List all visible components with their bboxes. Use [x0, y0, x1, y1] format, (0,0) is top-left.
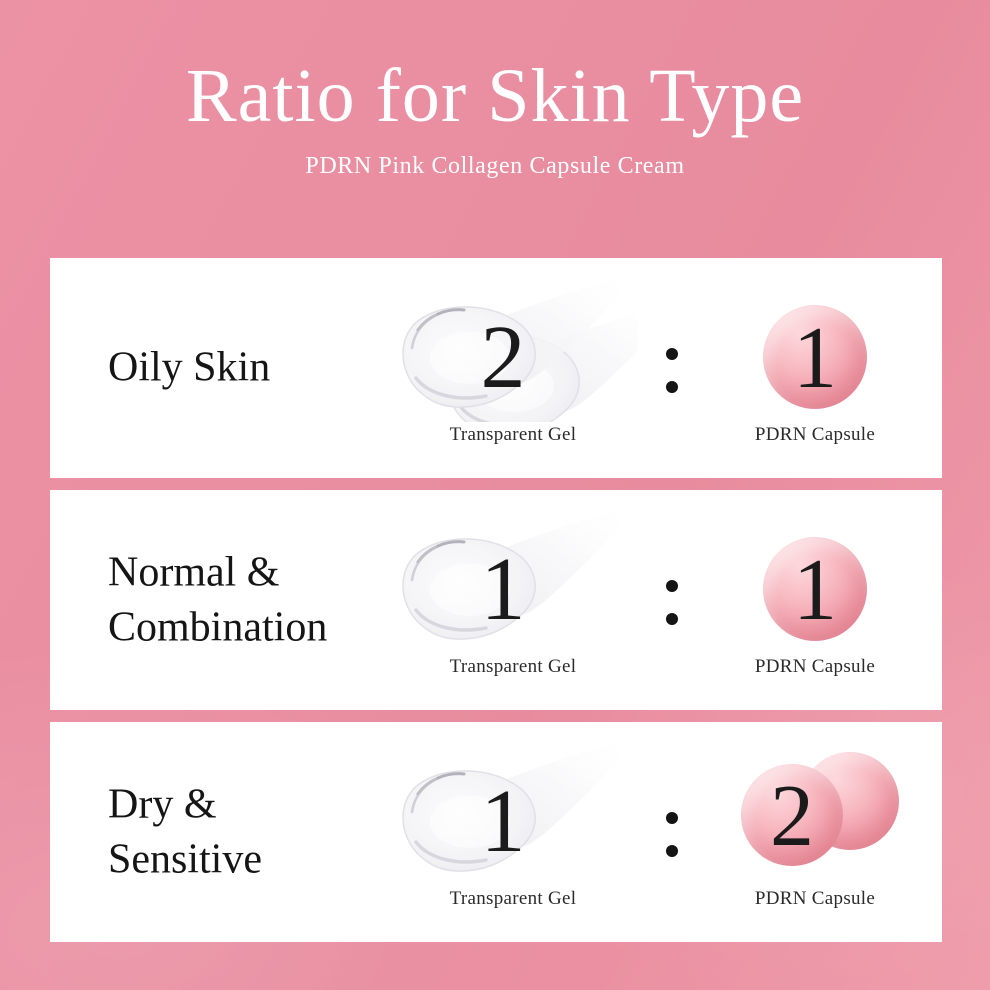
capsule-caption: PDRN Capsule — [754, 424, 876, 445]
ratio-colon: : — [666, 348, 678, 393]
ratio-colon: : — [666, 580, 678, 625]
gel-caption: Transparent Gel — [449, 656, 577, 677]
pdrn-capsule-ball: 1 — [763, 305, 867, 409]
colon-dot — [666, 812, 678, 824]
gel-caption: Transparent Gel — [449, 888, 577, 909]
gel-caption: Transparent Gel — [449, 424, 577, 445]
page-subtitle: PDRN Pink Collagen Capsule Cream — [305, 153, 685, 180]
gel-ratio-number: 1 — [480, 540, 526, 639]
colon-dot — [666, 613, 678, 625]
colon-dot — [666, 580, 678, 592]
skin-type-card-dry-sensitive: Dry & Sensitive 1 Transparent Gel : 2 PD… — [50, 722, 942, 942]
pdrn-capsule-figure: 1 PDRN Capsule — [695, 504, 935, 696]
ratio-colon: : — [666, 812, 678, 857]
capsule-ratio-number: 2 — [770, 768, 814, 865]
capsule-caption: PDRN Capsule — [754, 656, 876, 677]
capsule-art: 1 — [695, 504, 935, 696]
gel-ratio-number: 2 — [480, 308, 526, 407]
skin-type-label: Oily Skin — [108, 344, 271, 391]
transparent-gel-figure: 2 Transparent Gel — [388, 272, 638, 464]
capsule-ratio-number: 1 — [793, 310, 837, 407]
capsule-art: 2 — [695, 736, 935, 928]
pdrn-capsule-figure: 2 PDRN Capsule — [695, 736, 935, 928]
gel-ratio-number: 1 — [480, 772, 526, 871]
colon-dot — [666, 348, 678, 360]
capsule-art: 1 — [695, 272, 935, 464]
transparent-gel-figure: 1 Transparent Gel — [388, 736, 638, 928]
colon-dot — [666, 381, 678, 393]
page-title: Ratio for Skin Type — [185, 54, 805, 138]
skin-type-label: Normal & Combination — [108, 549, 328, 650]
skin-type-card-oily: Oily Skin 2 Transparent Gel : 1 PDRN Cap… — [50, 258, 942, 478]
pdrn-capsule-ball: 2 — [741, 764, 843, 866]
transparent-gel-figure: 1 Transparent Gel — [388, 504, 638, 696]
pdrn-capsule-figure: 1 PDRN Capsule — [695, 272, 935, 464]
capsule-ratio-number: 1 — [793, 542, 837, 639]
colon-dot — [666, 845, 678, 857]
skin-type-card-normal-combination: Normal & Combination 1 Transparent Gel :… — [50, 490, 942, 710]
pdrn-capsule-ball: 1 — [763, 537, 867, 641]
capsule-caption: PDRN Capsule — [754, 888, 876, 909]
skin-type-label: Dry & Sensitive — [108, 781, 262, 882]
header: Ratio for Skin Type PDRN Pink Collagen C… — [0, 0, 990, 180]
